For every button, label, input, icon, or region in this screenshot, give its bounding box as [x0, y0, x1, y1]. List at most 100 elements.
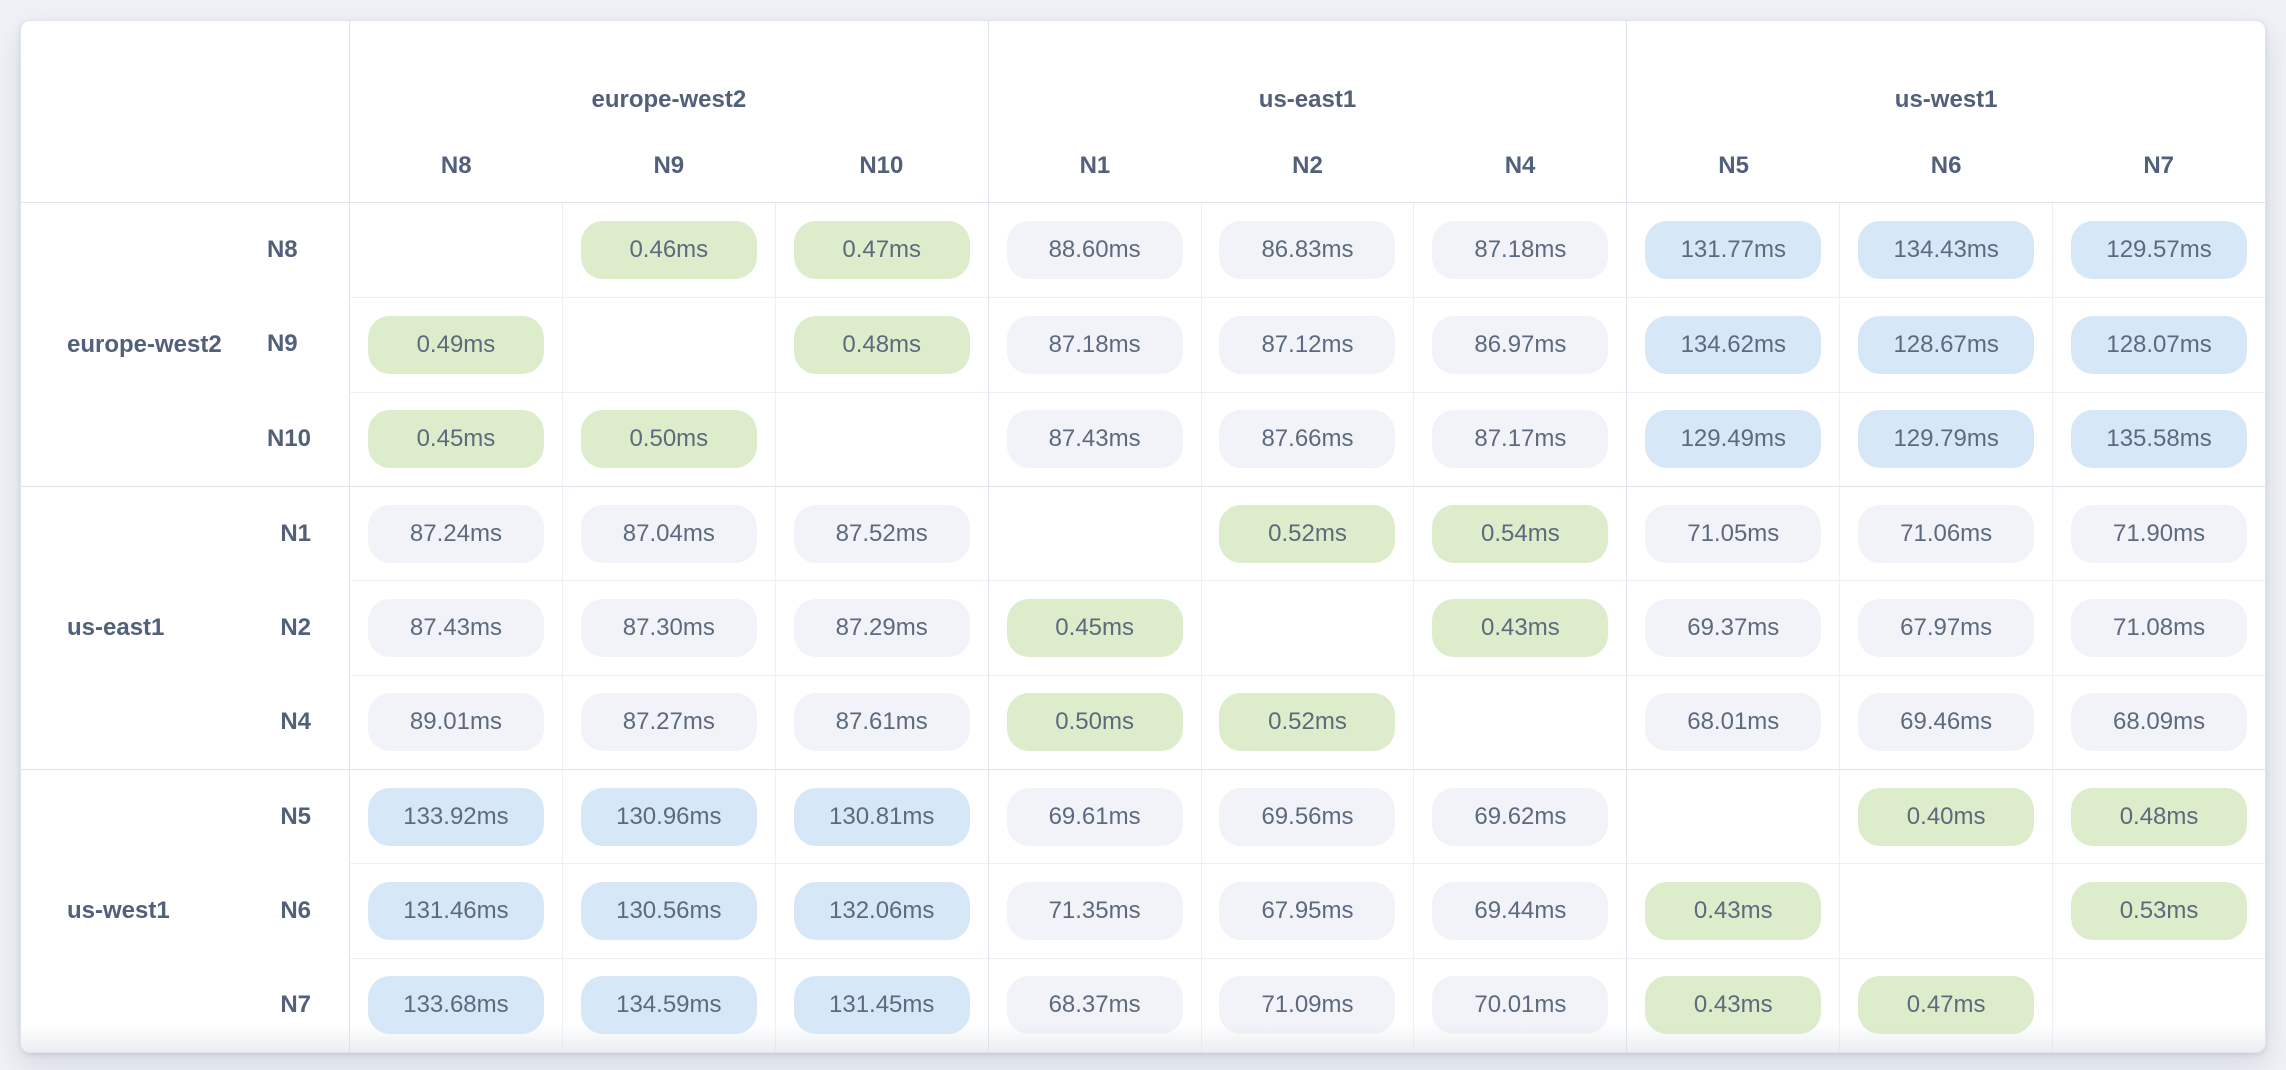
latency-pill-N4-N9[interactable]: 87.27ms — [580, 693, 757, 752]
latency-pill-N4-N10[interactable]: 87.61ms — [793, 693, 970, 752]
cell-N10-N10 — [774, 391, 988, 486]
latency-pill-N8-N6[interactable]: 134.43ms — [1858, 221, 2035, 280]
latency-pill-N7-N2[interactable]: 71.09ms — [1219, 976, 1396, 1035]
latency-pill-N9-N1[interactable]: 87.18ms — [1006, 315, 1183, 374]
latency-pill-N8-N9[interactable]: 0.46ms — [580, 221, 757, 280]
latency-pill-N7-N8[interactable]: 133.68ms — [367, 976, 544, 1035]
latency-pill-N2-N9[interactable]: 87.30ms — [580, 598, 757, 657]
latency-pill-N5-N7[interactable]: 0.48ms — [2071, 787, 2248, 846]
latency-pill-N7-N9[interactable]: 134.59ms — [580, 976, 757, 1035]
latency-pill-N2-N4[interactable]: 0.43ms — [1432, 598, 1609, 657]
cell-N2-N7: 71.08ms — [2052, 580, 2265, 675]
latency-pill-N7-N1[interactable]: 68.37ms — [1006, 976, 1183, 1035]
latency-pill-N8-N4[interactable]: 87.18ms — [1432, 221, 1609, 280]
column-group-header-us-west1: us-west1 N5 N6 N7 — [1626, 21, 2265, 203]
latency-pill-N9-N7[interactable]: 128.07ms — [2071, 315, 2248, 374]
cell-N7-N10: 131.45ms — [774, 957, 988, 1052]
row-header-N1: N1 — [280, 520, 311, 547]
latency-pill-N6-N8[interactable]: 131.46ms — [367, 881, 544, 940]
cell-N7-N5: 0.43ms — [1626, 957, 1840, 1052]
latency-pill-N6-N5[interactable]: 0.43ms — [1645, 881, 1822, 940]
latency-pill-N5-N8[interactable]: 133.92ms — [367, 787, 544, 846]
latency-pill-N5-N2[interactable]: 69.56ms — [1219, 787, 1396, 846]
latency-pill-N10-N8[interactable]: 0.45ms — [367, 410, 544, 469]
latency-pill-N9-N6[interactable]: 128.67ms — [1858, 315, 2035, 374]
matrix-corner-cell — [21, 21, 349, 203]
column-header-N9: N9 — [653, 152, 685, 179]
latency-pill-N10-N6[interactable]: 129.79ms — [1858, 410, 2035, 469]
latency-pill-N4-N1[interactable]: 0.50ms — [1006, 693, 1183, 752]
latency-pill-N5-N6[interactable]: 0.40ms — [1858, 787, 2035, 846]
latency-pill-N6-N4[interactable]: 69.44ms — [1432, 881, 1609, 940]
cell-N4-N2: 0.52ms — [1200, 674, 1414, 769]
latency-pill-N10-N9[interactable]: 0.50ms — [580, 410, 757, 469]
latency-pill-N1-N9[interactable]: 87.04ms — [580, 504, 757, 563]
latency-pill-N9-N8[interactable]: 0.49ms — [367, 315, 544, 374]
latency-pill-N1-N10[interactable]: 87.52ms — [793, 504, 970, 563]
latency-pill-N5-N4[interactable]: 69.62ms — [1432, 787, 1609, 846]
latency-pill-N2-N5[interactable]: 69.37ms — [1645, 598, 1822, 657]
latency-pill-N8-N7[interactable]: 129.57ms — [2071, 221, 2248, 280]
latency-pill-N6-N10[interactable]: 132.06ms — [793, 881, 970, 940]
latency-pill-N1-N2[interactable]: 0.52ms — [1219, 504, 1396, 563]
latency-pill-N6-N7[interactable]: 0.53ms — [2071, 881, 2248, 940]
latency-pill-N8-N10[interactable]: 0.47ms — [793, 221, 970, 280]
latency-pill-N2-N1[interactable]: 0.45ms — [1006, 598, 1183, 657]
latency-pill-N8-N5[interactable]: 131.77ms — [1645, 221, 1822, 280]
row-header-N10: N10 — [266, 424, 311, 452]
cell-N9-N7: 128.07ms — [2052, 297, 2265, 392]
cell-N6-N1: 71.35ms — [987, 863, 1201, 958]
cell-N10-N8: 0.45ms — [349, 391, 562, 486]
latency-pill-N4-N2[interactable]: 0.52ms — [1219, 693, 1396, 752]
latency-pill-N7-N4[interactable]: 70.01ms — [1432, 976, 1609, 1035]
latency-pill-N2-N7[interactable]: 71.08ms — [2071, 598, 2248, 657]
latency-pill-N2-N8[interactable]: 87.43ms — [367, 598, 544, 657]
latency-pill-N4-N8[interactable]: 89.01ms — [367, 693, 544, 752]
column-region-label-us-east1: us-east1 — [1258, 86, 1357, 113]
cell-N2-N4: 0.43ms — [1413, 580, 1627, 675]
latency-pill-N5-N9[interactable]: 130.96ms — [580, 787, 757, 846]
latency-pill-N6-N1[interactable]: 71.35ms — [1006, 881, 1183, 940]
cell-N2-N1: 0.45ms — [987, 580, 1201, 675]
latency-pill-N10-N2[interactable]: 87.66ms — [1219, 410, 1396, 469]
latency-pill-N6-N2[interactable]: 67.95ms — [1219, 881, 1396, 940]
latency-pill-N10-N4[interactable]: 87.17ms — [1432, 410, 1609, 469]
latency-pill-N9-N10[interactable]: 0.48ms — [793, 315, 970, 374]
latency-matrix-card: europe-west2 N8 N9 N10 us-east1 N1 N2 N4 us-west… — [20, 20, 2266, 1053]
latency-pill-N7-N5[interactable]: 0.43ms — [1645, 976, 1822, 1035]
cell-N1-N1 — [987, 486, 1201, 581]
latency-pill-N4-N6[interactable]: 69.46ms — [1858, 693, 2035, 752]
column-header-N8: N8 — [440, 152, 472, 179]
row-header-N6: N6 — [280, 897, 311, 924]
cell-N8-N10: 0.47ms — [774, 203, 988, 298]
latency-pill-N8-N2[interactable]: 86.83ms — [1219, 221, 1396, 280]
latency-pill-N1-N5[interactable]: 71.05ms — [1645, 504, 1822, 563]
latency-pill-N9-N2[interactable]: 87.12ms — [1219, 315, 1396, 374]
latency-pill-N1-N4[interactable]: 0.54ms — [1432, 504, 1609, 563]
latency-pill-N1-N8[interactable]: 87.24ms — [367, 504, 544, 563]
latency-pill-N1-N7[interactable]: 71.90ms — [2071, 504, 2248, 563]
latency-pill-N2-N10[interactable]: 87.29ms — [793, 598, 970, 657]
latency-pill-N4-N7[interactable]: 68.09ms — [2071, 693, 2248, 752]
column-node-headers-us-west1: N5 N6 N7 — [1627, 130, 2265, 202]
latency-pill-N7-N6[interactable]: 0.47ms — [1858, 976, 2035, 1035]
latency-pill-N8-N1[interactable]: 88.60ms — [1006, 221, 1183, 280]
latency-pill-N10-N5[interactable]: 129.49ms — [1645, 410, 1822, 469]
latency-pill-N7-N10[interactable]: 131.45ms — [793, 976, 970, 1035]
cell-N2-N5: 69.37ms — [1626, 580, 1840, 675]
latency-pill-N2-N6[interactable]: 67.97ms — [1858, 598, 2035, 657]
cell-N4-N4 — [1413, 674, 1627, 769]
cell-N9-N1: 87.18ms — [987, 297, 1201, 392]
latency-pill-N4-N5[interactable]: 68.01ms — [1645, 693, 1822, 752]
latency-pill-N1-N6[interactable]: 71.06ms — [1858, 504, 2035, 563]
column-node-headers-us-east1: N1 N2 N4 — [989, 130, 1627, 202]
column-region-label-europe-west2: europe-west2 — [591, 86, 747, 113]
latency-pill-N9-N5[interactable]: 134.62ms — [1645, 315, 1822, 374]
latency-pill-N9-N4[interactable]: 86.97ms — [1432, 315, 1609, 374]
latency-pill-N5-N1[interactable]: 69.61ms — [1006, 787, 1183, 846]
latency-pill-N6-N9[interactable]: 130.56ms — [580, 881, 757, 940]
latency-pill-N10-N7[interactable]: 135.58ms — [2071, 410, 2248, 469]
latency-pill-N10-N1[interactable]: 87.43ms — [1006, 410, 1183, 469]
latency-pill-N5-N10[interactable]: 130.81ms — [793, 787, 970, 846]
cell-N5-N4: 69.62ms — [1413, 769, 1627, 864]
